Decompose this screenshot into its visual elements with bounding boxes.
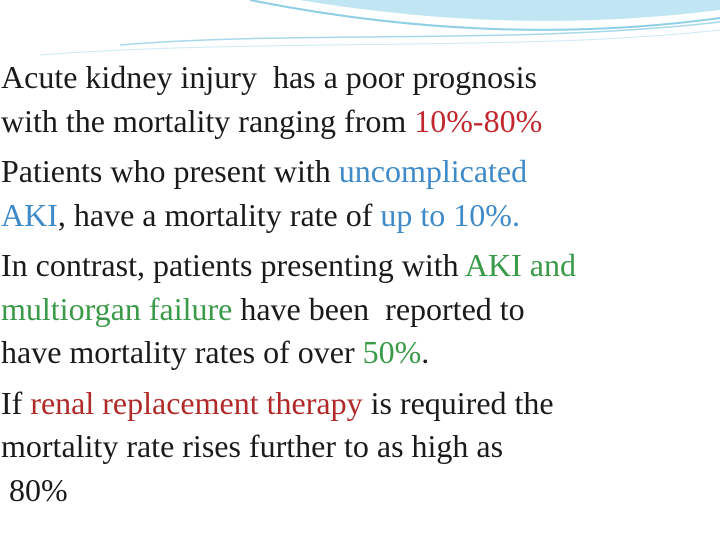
paragraph: Patients who present with uncomplicated A…	[1, 150, 720, 237]
text-segment: with the mortality ranging from	[1, 102, 415, 139]
text-segment: mortality rate rises further to as high …	[1, 428, 504, 464]
text-segment: 80%	[1, 471, 68, 508]
text-segment: renal replacement therapy	[30, 384, 363, 421]
text-segment: Acute kidney injury has a poor prognosis	[1, 59, 537, 95]
swoosh-line	[119, 21, 720, 46]
text-body: Acute kidney injury has a poor prognosis…	[1, 56, 720, 512]
text-line: multiorgan failure have been reported to	[1, 288, 720, 332]
text-segment: have mortality rates of over	[1, 334, 363, 370]
text-segment: Patients who present with	[1, 153, 339, 189]
text-segment: multiorgan failure	[1, 290, 233, 327]
text-segment: uncomplicated	[338, 153, 528, 189]
text-segment: 10%-80%	[414, 102, 543, 139]
text-line: In contrast, patients presenting with AK…	[1, 244, 720, 288]
text-line: Acute kidney injury has a poor prognosis	[1, 56, 720, 100]
text-line: If renal replacement therapy is required…	[1, 382, 720, 426]
swoosh-line	[39, 29, 720, 56]
swoosh-fill	[300, 0, 720, 21]
text-segment: .	[421, 334, 430, 370]
text-segment: up to 10%.	[380, 196, 520, 233]
paragraph: In contrast, patients presenting with AK…	[1, 244, 720, 375]
text-line: 80%	[1, 469, 720, 513]
text-line: have mortality rates of over 50%.	[1, 331, 720, 375]
text-segment: In contrast, patients presenting with	[1, 247, 465, 283]
text-line: AKI, have a mortality rate of up to 10%.	[1, 194, 720, 238]
text-line: mortality rate rises further to as high …	[1, 425, 720, 469]
text-segment: have been reported to	[232, 290, 525, 327]
header-swoosh	[39, 0, 720, 56]
text-segment: If	[1, 384, 31, 421]
text-segment: AKI	[1, 196, 58, 233]
text-segment: is required the	[362, 384, 554, 421]
text-segment: , have a mortality rate of	[57, 196, 381, 233]
paragraph: Acute kidney injury has a poor prognosis…	[1, 56, 720, 143]
text-line: Patients who present with uncomplicated	[1, 150, 720, 194]
swoosh-line	[249, 0, 720, 31]
text-line: with the mortality ranging from 10%-80%	[1, 100, 720, 144]
text-segment: AKI and	[464, 247, 576, 283]
paragraph: If renal replacement therapy is required…	[1, 382, 720, 513]
text-segment: 50%	[362, 334, 422, 370]
